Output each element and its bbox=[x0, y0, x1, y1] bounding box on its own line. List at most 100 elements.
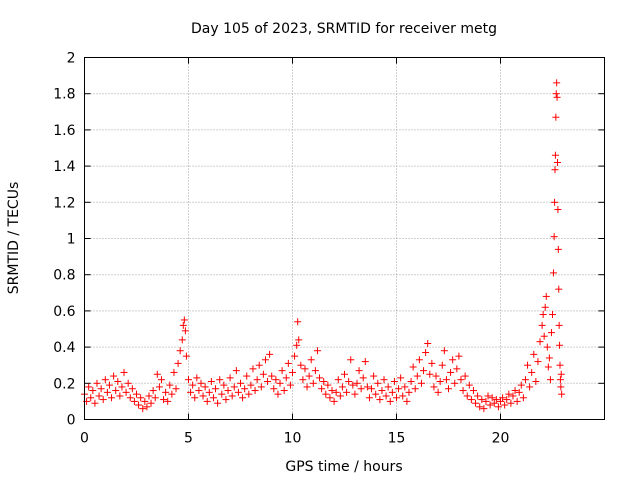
x-tick-label: 0 bbox=[80, 431, 89, 447]
data-point-marker bbox=[390, 377, 398, 385]
data-point-marker bbox=[555, 285, 563, 293]
data-point-marker bbox=[434, 388, 442, 396]
data-point-marker bbox=[311, 367, 319, 375]
data-point-marker bbox=[301, 365, 309, 373]
data-points bbox=[81, 79, 566, 413]
data-point-marker bbox=[438, 361, 446, 369]
data-point-marker bbox=[386, 397, 394, 405]
data-point-marker bbox=[264, 377, 272, 385]
data-point-marker bbox=[237, 379, 244, 387]
data-point-marker bbox=[432, 372, 440, 380]
data-point-marker bbox=[108, 394, 116, 402]
data-point-marker bbox=[291, 352, 299, 360]
data-point-marker bbox=[147, 399, 155, 407]
data-point-marker bbox=[550, 269, 558, 277]
data-point-marker bbox=[420, 367, 428, 375]
data-point-marker bbox=[517, 381, 525, 389]
data-point-marker bbox=[476, 403, 484, 411]
data-point-marker bbox=[405, 388, 413, 396]
data-point-marker bbox=[430, 383, 438, 391]
data-point-marker bbox=[524, 361, 532, 369]
data-point-marker bbox=[160, 396, 168, 404]
data-point-marker bbox=[543, 343, 551, 351]
data-point-marker bbox=[286, 381, 294, 389]
data-point-marker bbox=[482, 397, 490, 405]
data-point-marker bbox=[272, 376, 280, 384]
data-point-marker bbox=[532, 377, 540, 385]
data-point-marker bbox=[503, 396, 511, 404]
data-point-marker bbox=[253, 376, 261, 384]
data-point-marker bbox=[409, 363, 417, 371]
data-point-marker bbox=[193, 374, 201, 382]
data-point-marker bbox=[334, 376, 342, 384]
data-point-marker bbox=[182, 352, 190, 360]
data-point-marker bbox=[153, 370, 161, 378]
data-point-marker bbox=[103, 388, 111, 396]
data-point-marker bbox=[179, 321, 187, 329]
data-point-marker bbox=[274, 390, 282, 398]
x-tick-label: 15 bbox=[388, 431, 406, 447]
data-point-marker bbox=[166, 381, 174, 389]
data-point-marker bbox=[403, 397, 411, 405]
data-point-marker bbox=[461, 372, 469, 380]
data-point-marker bbox=[185, 376, 192, 384]
data-point-marker bbox=[382, 392, 390, 400]
data-point-marker bbox=[97, 385, 105, 393]
data-point-marker bbox=[143, 403, 151, 411]
data-point-marker bbox=[484, 392, 492, 400]
data-point-marker bbox=[95, 392, 103, 400]
data-point-marker bbox=[397, 374, 405, 382]
data-point-marker bbox=[507, 399, 515, 407]
data-point-marker bbox=[187, 388, 195, 396]
data-point-marker bbox=[99, 396, 107, 404]
data-point-marker bbox=[170, 368, 178, 376]
data-point-marker bbox=[436, 377, 444, 385]
axis-ticks: 00.20.40.60.811.21.41.61.820 5 10 15 20 bbox=[53, 51, 605, 447]
data-point-marker bbox=[459, 387, 467, 395]
chart-title: Day 105 of 2023, SRMTID for receiver met… bbox=[191, 21, 497, 37]
data-point-marker bbox=[411, 385, 419, 393]
data-point-marker bbox=[552, 90, 560, 98]
data-point-marker bbox=[87, 394, 95, 402]
data-point-marker bbox=[338, 383, 346, 391]
data-point-marker bbox=[230, 383, 238, 391]
data-point-marker bbox=[530, 350, 538, 358]
data-point-marker bbox=[451, 379, 459, 387]
data-point-marker bbox=[189, 381, 197, 389]
data-point-marker bbox=[307, 356, 315, 364]
data-point-marker bbox=[534, 358, 542, 366]
data-point-marker bbox=[341, 370, 348, 378]
y-tick-label: 1.8 bbox=[53, 87, 75, 103]
data-point-marker bbox=[197, 379, 205, 387]
data-point-marker bbox=[556, 376, 564, 384]
data-point-marker bbox=[361, 358, 369, 366]
data-point-marker bbox=[89, 387, 97, 395]
data-point-marker bbox=[205, 388, 213, 396]
data-point-marker bbox=[332, 388, 340, 396]
data-point-marker bbox=[282, 374, 290, 382]
data-point-marker bbox=[257, 383, 265, 391]
data-point-marker bbox=[549, 311, 556, 319]
data-point-marker bbox=[199, 392, 207, 400]
data-point-marker bbox=[255, 361, 263, 369]
data-point-marker bbox=[370, 372, 378, 380]
data-point-marker bbox=[326, 394, 334, 402]
data-point-marker bbox=[191, 394, 199, 402]
data-point-marker bbox=[118, 383, 126, 391]
data-point-marker bbox=[322, 390, 330, 398]
data-point-marker bbox=[455, 352, 463, 360]
data-point-marker bbox=[203, 397, 211, 405]
data-point-marker bbox=[399, 392, 407, 400]
data-point-marker bbox=[554, 245, 562, 253]
data-point-marker bbox=[214, 399, 222, 407]
data-point-marker bbox=[85, 383, 93, 391]
data-point-marker bbox=[133, 390, 140, 398]
data-point-marker bbox=[135, 401, 143, 409]
data-point-marker bbox=[294, 318, 302, 326]
data-point-marker bbox=[222, 396, 230, 404]
y-tick-label: 1.6 bbox=[53, 123, 75, 139]
data-point-marker bbox=[249, 365, 257, 373]
data-point-marker bbox=[239, 394, 247, 402]
data-point-marker bbox=[355, 367, 363, 375]
data-point-marker bbox=[357, 385, 365, 393]
